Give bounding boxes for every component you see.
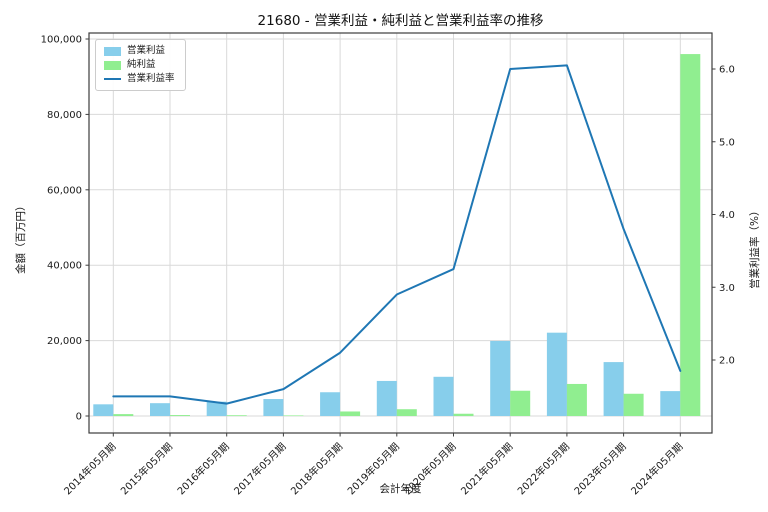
bar-operating-profit xyxy=(490,340,511,416)
bar-net-profit xyxy=(170,415,190,416)
bar-operating-profit xyxy=(320,392,341,416)
bar-net-profit xyxy=(340,411,361,416)
bar-net-profit xyxy=(566,383,587,416)
legend-item-operating-profit: 営業利益 xyxy=(104,46,175,56)
legend-color-swatch xyxy=(104,46,121,56)
bar-net-profit xyxy=(113,414,134,416)
bar-operating-profit xyxy=(433,376,454,416)
line-operating-margin xyxy=(112,64,682,405)
bar-net-profit xyxy=(396,409,417,416)
legend-label: 営業利益率 xyxy=(127,73,175,84)
legend-line-swatch xyxy=(104,78,121,80)
legend-item-net-profit: 純利益 xyxy=(104,60,175,70)
bar-operating-profit xyxy=(206,401,227,416)
y-axis-tick-label-left: 80,000 xyxy=(47,110,82,121)
y-axis-tick-label-left: 0 xyxy=(76,412,82,423)
chart-title: 21680 - 営業利益・純利益と営業利益率の推移 xyxy=(257,13,544,29)
bar-net-profit xyxy=(453,413,474,416)
bar-operating-profit xyxy=(546,332,567,416)
y-axis-tick-label-right: 4.0 xyxy=(719,210,735,221)
x-axis-label: 会計年度 xyxy=(379,483,422,495)
bar-operating-profit xyxy=(93,404,114,416)
y-axis-label-right: 営業利益率（%） xyxy=(749,205,761,289)
legend: 営業利益純利益営業利益率 xyxy=(95,39,186,91)
legend-item-operating-margin: 営業利益率 xyxy=(104,74,175,84)
legend-label: 営業利益 xyxy=(127,45,166,56)
bar-net-profit xyxy=(680,54,701,417)
bar-operating-profit xyxy=(660,391,681,416)
y-axis-tick-label-left: 100,000 xyxy=(41,35,82,46)
bar-operating-profit xyxy=(603,362,624,416)
y-axis-tick-label-right: 2.0 xyxy=(719,356,735,367)
bar-operating-profit xyxy=(376,380,397,416)
bar-operating-profit xyxy=(263,399,284,416)
y-axis-tick-label-left: 40,000 xyxy=(47,261,82,272)
y-axis-tick-label-right: 3.0 xyxy=(719,283,735,294)
plot-border xyxy=(88,32,713,434)
y-axis-tick-label-left: 20,000 xyxy=(47,336,82,347)
legend-color-swatch xyxy=(104,60,121,70)
bar-net-profit xyxy=(226,415,247,416)
legend-label: 純利益 xyxy=(127,59,156,70)
bar-net-profit xyxy=(510,390,531,416)
bar-operating-profit xyxy=(150,403,170,416)
bar-net-profit xyxy=(623,393,644,416)
y-axis-label-left: 金額（百万円） xyxy=(15,200,27,275)
bar-net-profit xyxy=(283,415,304,416)
y-axis-tick-label-left: 60,000 xyxy=(47,185,82,196)
y-axis-tick-label-right: 6.0 xyxy=(719,65,735,76)
y-axis-tick-label-right: 5.0 xyxy=(719,137,735,148)
